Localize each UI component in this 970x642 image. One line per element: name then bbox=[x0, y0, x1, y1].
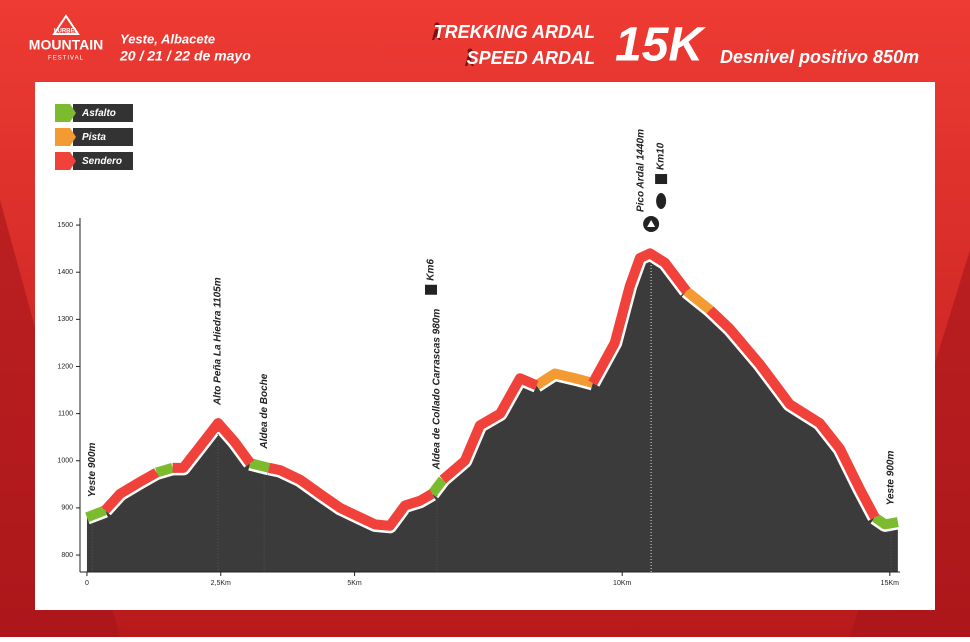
x-tick-label: 5Km bbox=[347, 580, 362, 587]
y-tick-label: 1300 bbox=[57, 316, 73, 323]
legend-box bbox=[73, 128, 133, 146]
cup-icon bbox=[425, 284, 438, 295]
annotation: Yeste 900m bbox=[87, 442, 98, 497]
legend-box bbox=[73, 104, 133, 122]
x-tick-label: 15Km bbox=[881, 580, 899, 587]
annotation: Pico Ardal 1440m bbox=[636, 129, 647, 212]
race-1: TREKKING ARDAL bbox=[434, 22, 595, 42]
annotation: Alto Peña La Hiedra 1105m bbox=[213, 277, 224, 406]
legend-swatch bbox=[55, 152, 76, 170]
legend-label: Pista bbox=[82, 132, 106, 143]
legend-swatch bbox=[55, 128, 76, 146]
logo-sub: FESTIVAL bbox=[48, 56, 84, 62]
dates: 20 / 21 / 22 de mayo bbox=[119, 48, 251, 64]
x-tick-label: 0 bbox=[85, 580, 89, 587]
y-tick-label: 1200 bbox=[57, 363, 73, 370]
elevation-gain: Desnivel positivo 850m bbox=[720, 47, 919, 67]
profile-area bbox=[86, 253, 898, 573]
logo-brand: LURBEL bbox=[54, 29, 79, 35]
legend-swatch bbox=[55, 104, 76, 122]
place: Yeste, Albacete bbox=[120, 31, 215, 46]
annotation: Aldea de Boche bbox=[259, 373, 270, 449]
y-tick-label: 1400 bbox=[57, 269, 73, 276]
runner-icons bbox=[432, 22, 474, 66]
cup-icon bbox=[655, 174, 668, 185]
legend-box bbox=[73, 152, 133, 170]
race-2: SPEED ARDAL bbox=[467, 48, 595, 68]
x-tick-label: 10Km bbox=[613, 580, 631, 587]
legend-label: Asfalto bbox=[81, 108, 116, 119]
y-tick-label: 1100 bbox=[58, 410, 73, 417]
y-tick-label: 900 bbox=[61, 505, 73, 512]
y-tick-label: 1000 bbox=[57, 458, 73, 465]
trail-line bbox=[85, 458, 899, 530]
distance: 15K bbox=[615, 19, 706, 72]
logo-peak bbox=[52, 14, 80, 35]
badge: Km6 bbox=[426, 259, 437, 281]
y-tick-label: 800 bbox=[61, 552, 73, 559]
food-icon bbox=[656, 193, 667, 210]
legend-label: Sendero bbox=[82, 156, 122, 167]
trail-line bbox=[101, 248, 880, 531]
y-tick-label: 1500 bbox=[57, 222, 73, 229]
trail-line bbox=[533, 287, 714, 390]
summit-icon-peak bbox=[647, 220, 656, 228]
badge: Km10 bbox=[656, 142, 667, 170]
annotation: Yeste 900m bbox=[886, 451, 897, 506]
x-tick-label: 2,5Km bbox=[211, 580, 231, 587]
annotation: Aldea de Collado Carrascas 980m bbox=[432, 309, 443, 471]
logo-name: MOUNTAIN bbox=[29, 37, 103, 53]
